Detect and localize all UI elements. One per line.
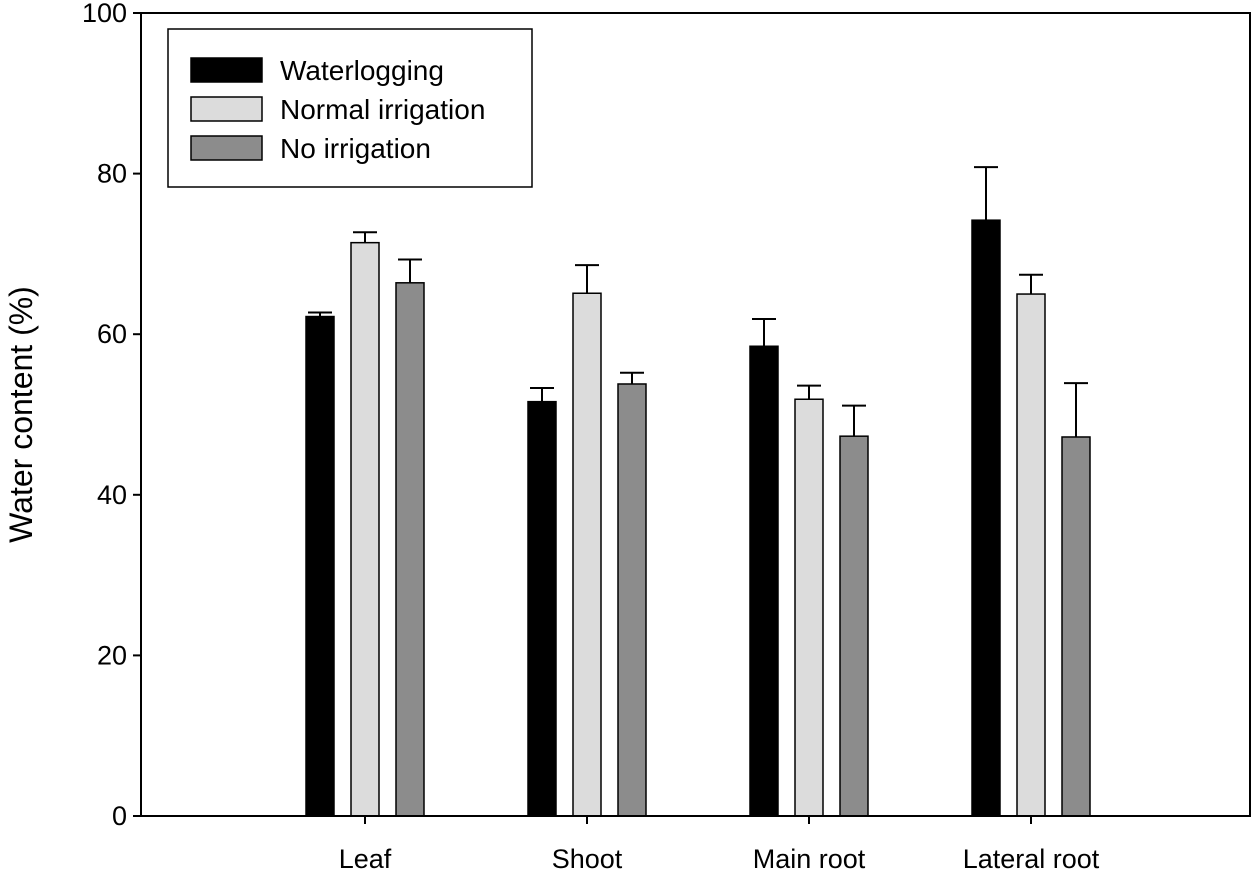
legend-swatch [190, 135, 263, 161]
x-tick-label: Main root [753, 844, 866, 872]
bar-normal-irrigation [794, 398, 824, 817]
y-axis-title: Water content (%) [3, 286, 39, 543]
legend-label: No irrigation [280, 133, 431, 164]
x-tick-label: Leaf [339, 844, 392, 872]
y-tick-label: 20 [97, 640, 127, 670]
bar-no-irrigation [617, 383, 647, 817]
bar-normal-irrigation [350, 241, 380, 817]
y-tick-label: 40 [97, 480, 127, 510]
bar-normal-irrigation [1016, 293, 1046, 817]
legend: Waterlogging Normal irrigation No irrigati… [167, 28, 533, 188]
bar-waterlogging [971, 219, 1001, 817]
bar-waterlogging [305, 315, 335, 817]
y-axis: 0 20 40 60 80 100 [82, 0, 141, 831]
y-tick-label: 0 [112, 801, 127, 831]
legend-swatch [190, 57, 263, 83]
legend-label: Normal irrigation [280, 94, 485, 125]
bar-normal-irrigation [572, 292, 602, 817]
bar-waterlogging [749, 345, 779, 817]
plot-frame [140, 12, 1251, 817]
bar-waterlogging [527, 400, 557, 817]
y-tick-label: 100 [82, 0, 127, 28]
y-tick-label: 60 [97, 319, 127, 349]
legend-swatch [190, 96, 263, 122]
x-tick-label: Shoot [552, 844, 623, 872]
x-tick-label: Lateral root [963, 844, 1100, 872]
x-axis: Leaf Shoot Main root Lateral root [339, 816, 1100, 872]
bar-no-irrigation [1061, 436, 1091, 817]
bar-no-irrigation [395, 282, 425, 817]
plot-area [305, 166, 1091, 817]
bar-no-irrigation [839, 435, 869, 817]
y-tick-label: 80 [97, 159, 127, 189]
legend-label: Waterlogging [280, 55, 444, 86]
